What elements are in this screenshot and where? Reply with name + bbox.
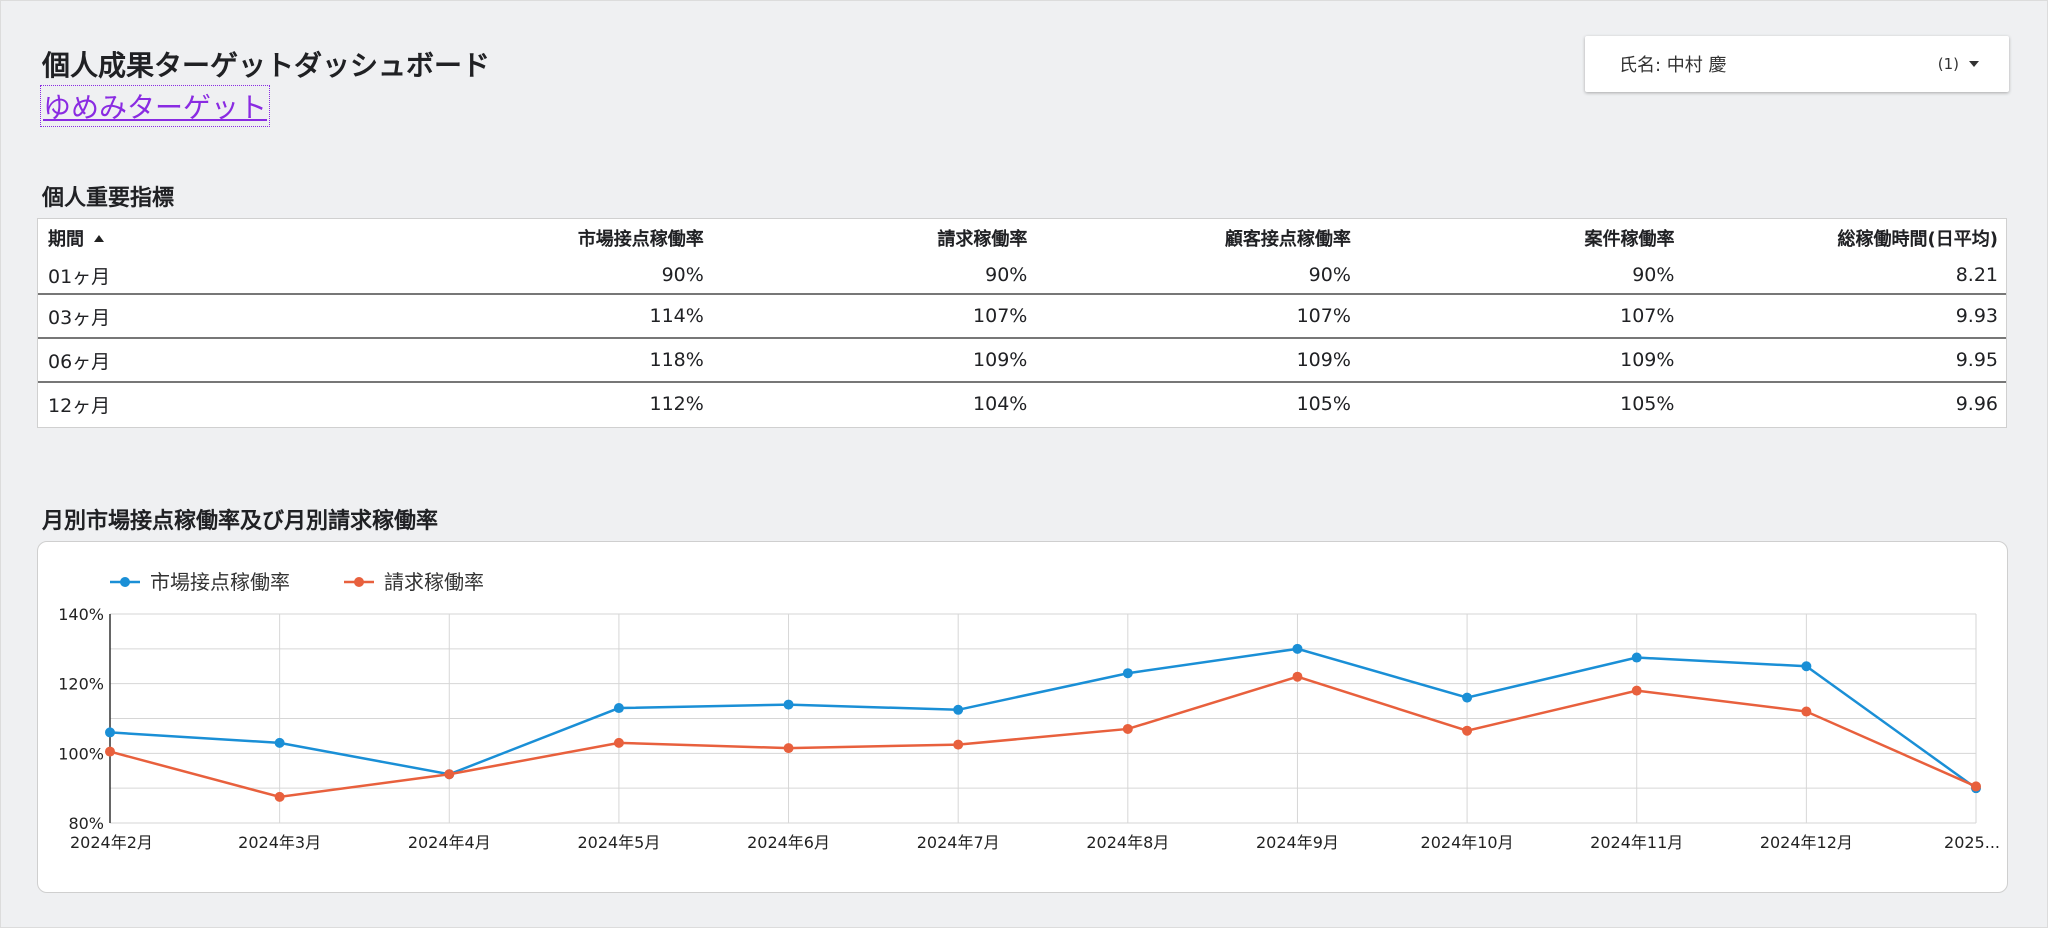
table-row: 06ヶ月 118% 109% 109% 109% 9.95 <box>38 337 2006 381</box>
x-tick-label: 2024年4月 <box>408 833 491 852</box>
table-cell: 9.93 <box>1955 305 1998 327</box>
table-row: 03ヶ月 114% 107% 107% 107% 9.93 <box>38 293 2006 337</box>
table-cell: 107% <box>1620 305 1675 327</box>
column-header-total-hours[interactable]: 総稼働時間(日平均) <box>1837 229 1998 250</box>
data-point <box>783 699 794 710</box>
table-cell: 104% <box>973 393 1028 415</box>
y-tick-label: 140% <box>58 605 104 624</box>
data-point <box>1631 685 1642 696</box>
x-tick-label: 2024年5月 <box>577 833 660 852</box>
data-point <box>613 737 624 748</box>
table-cell: 9.95 <box>1955 349 1998 371</box>
table-cell: 112% <box>649 393 704 415</box>
x-tick-label: 2024年11月 <box>1590 833 1683 852</box>
data-point <box>783 743 794 754</box>
data-point <box>1801 706 1812 717</box>
line-chart: 140% 120% 100% 80%2024年2月 2024年3月 2024年4月 2024… <box>58 570 2000 852</box>
legend-label: 市場接点稼働率 <box>150 570 290 594</box>
table-cell: 8.21 <box>1955 264 1998 286</box>
column-header-label: 期間 <box>48 229 84 250</box>
x-tick-label: 2025... <box>1944 833 2000 852</box>
x-tick-label: 2024年12月 <box>1760 833 1853 852</box>
target-link[interactable]: ゆめみターゲット <box>39 85 271 127</box>
table-cell: 105% <box>1620 393 1675 415</box>
series-line <box>109 675 1977 799</box>
data-point <box>1292 671 1303 682</box>
data-point <box>105 746 115 757</box>
filter-label: 氏名: 中村 慶 <box>1619 55 1727 76</box>
data-point <box>1462 692 1473 703</box>
column-header-project-rate[interactable]: 案件稼働率 <box>1584 229 1675 250</box>
page-title: 個人成果ターゲットダッシュボード <box>42 49 491 82</box>
data-point <box>274 737 285 748</box>
table-row: 01ヶ月 90% 90% 90% 90% 8.21 <box>38 257 2006 293</box>
data-point <box>1631 652 1642 663</box>
y-tick-label: 80% <box>68 814 104 833</box>
x-tick-label: 2024年9月 <box>1256 833 1339 852</box>
column-header-market-contact-rate[interactable]: 市場接点稼働率 <box>577 229 704 250</box>
data-point <box>105 727 115 738</box>
data-point <box>274 791 285 802</box>
y-tick-label: 100% <box>58 744 104 763</box>
legend-label: 請求稼働率 <box>384 570 484 594</box>
data-point <box>444 769 455 780</box>
table-cell: 109% <box>1620 349 1675 371</box>
period-cell: 12ヶ月 <box>48 394 111 417</box>
line-chart-card: 140% 120% 100% 80% 2024年2月 2024年3月 2024年4月 2024… <box>37 541 2008 893</box>
legend-marker <box>354 577 364 587</box>
table-cell: 114% <box>649 305 704 327</box>
table-cell: 118% <box>649 349 704 371</box>
series-line <box>109 647 1977 790</box>
name-filter-dropdown[interactable]: 氏名: 中村 慶 (1) <box>1585 36 2009 92</box>
period-cell: 01ヶ月 <box>48 265 111 288</box>
column-header-billing-rate[interactable]: 請求稼働率 <box>937 229 1028 250</box>
data-point <box>1801 661 1812 672</box>
table-cell: 90% <box>1308 264 1351 286</box>
period-cell: 03ヶ月 <box>48 306 111 329</box>
x-tick-label: 2024年10月 <box>1421 833 1514 852</box>
table-row: 12ヶ月 112% 104% 105% 105% 9.96 <box>38 381 2006 425</box>
chart-section-title: 月別市場接点稼働率及び月別請求稼働率 <box>42 509 439 534</box>
legend-marker <box>120 577 130 587</box>
sort-ascending-icon[interactable] <box>94 235 104 242</box>
table-cell: 90% <box>1632 264 1675 286</box>
column-header-customer-contact-rate[interactable]: 顧客接点稼働率 <box>1224 229 1351 250</box>
x-tick-label: 2024年6月 <box>747 833 830 852</box>
x-tick-label: 2024年7月 <box>917 833 1000 852</box>
x-tick-label: 2024年8月 <box>1086 833 1169 852</box>
table-header-row: 期間 市場接点稼働率 請求稼働率 顧客接点稼働率 案件稼働率 総稼働時間(日平均… <box>38 219 2006 257</box>
table-cell: 109% <box>973 349 1028 371</box>
table-cell: 109% <box>1296 349 1351 371</box>
period-cell: 06ヶ月 <box>48 350 111 373</box>
data-point <box>1122 668 1133 679</box>
x-tick-label: 2024年2月 <box>70 833 153 852</box>
filter-count: (1) <box>1937 55 1959 73</box>
caret-down-icon[interactable] <box>1969 61 1979 67</box>
table-cell: 107% <box>1296 305 1351 327</box>
table-cell: 90% <box>661 264 704 286</box>
data-point <box>1971 781 1981 792</box>
table-cell: 107% <box>973 305 1028 327</box>
data-point <box>1292 643 1303 654</box>
kpi-table: 期間 市場接点稼働率 請求稼働率 顧客接点稼働率 案件稼働率 総稼働時間(日平均… <box>37 218 2007 428</box>
y-tick-label: 120% <box>58 675 104 694</box>
data-point <box>1462 725 1473 736</box>
table-cell: 9.96 <box>1955 393 1998 415</box>
x-tick-label: 2024年3月 <box>238 833 321 852</box>
kpi-section-title: 個人重要指標 <box>42 186 175 211</box>
data-point <box>953 704 964 715</box>
table-cell: 90% <box>985 264 1028 286</box>
data-point <box>613 703 624 714</box>
table-cell: 105% <box>1296 393 1351 415</box>
data-point <box>1122 723 1133 734</box>
column-header-period[interactable]: 期間 <box>38 225 388 251</box>
data-point <box>953 739 964 750</box>
